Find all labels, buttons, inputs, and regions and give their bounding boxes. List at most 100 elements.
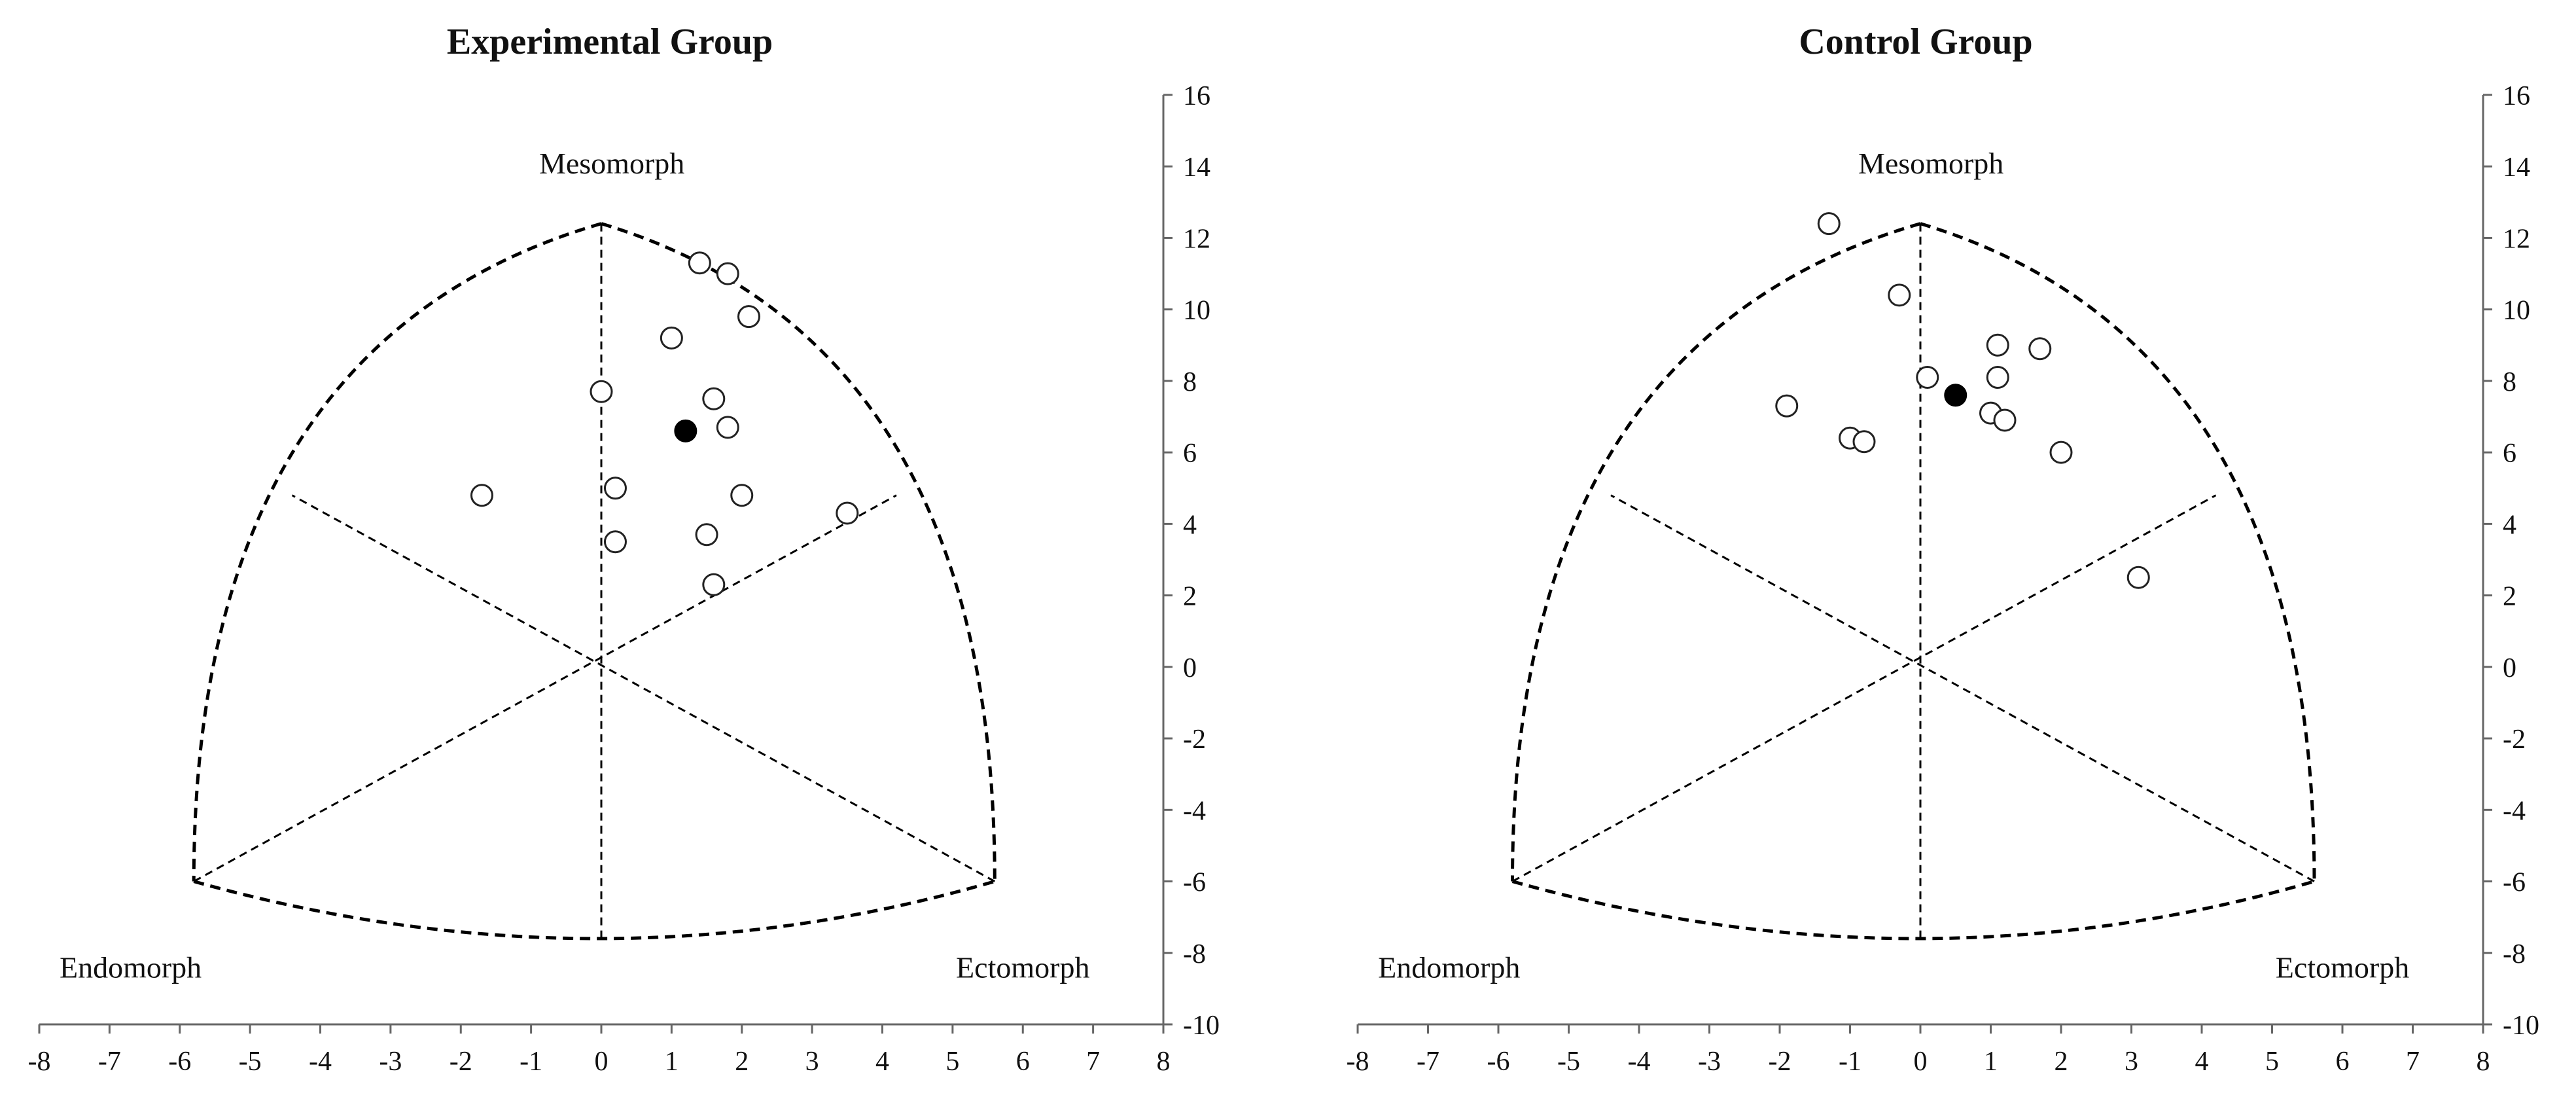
data-point — [603, 530, 627, 554]
x-tick-label: -8 — [28, 1047, 51, 1077]
x-tick-label: 6 — [2336, 1047, 2350, 1077]
y-tick-label: -6 — [1183, 868, 1206, 898]
x-tick-label: -6 — [1487, 1047, 1510, 1077]
x-tick-label: -5 — [1557, 1047, 1580, 1077]
y-tick-label: -6 — [2503, 868, 2526, 898]
data-point — [716, 416, 739, 439]
data-point — [1986, 365, 2009, 389]
data-point — [1852, 430, 1876, 454]
data-point — [2049, 441, 2073, 464]
x-tick-label: 1 — [1984, 1047, 1998, 1077]
somatochart-left-arc — [192, 222, 602, 882]
ecto-diagonal — [291, 494, 996, 882]
x-tick-label: 1 — [665, 1047, 679, 1077]
x-tick-label: -3 — [1698, 1047, 1721, 1077]
x-tick-label: -6 — [168, 1047, 191, 1077]
somatochart-bottom-arc — [193, 880, 995, 941]
y-tick-label: 16 — [1183, 81, 1210, 111]
data-point — [688, 251, 711, 275]
y-tick-label: 8 — [1183, 367, 1197, 397]
somatochart-left-arc — [1511, 222, 1921, 882]
data-point — [2126, 566, 2150, 589]
y-tick-label: 0 — [1183, 653, 1197, 683]
x-tick-label: -7 — [98, 1047, 121, 1077]
x-tick-label: 8 — [2477, 1047, 2490, 1077]
y-tick-label: 10 — [2503, 296, 2530, 326]
y-tick-label: 2 — [1183, 582, 1197, 612]
y-tick-label: 4 — [1183, 510, 1197, 540]
y-tick-label: -2 — [2503, 725, 2526, 755]
data-point — [590, 380, 613, 403]
y-tick-label: 12 — [2503, 224, 2530, 254]
y-tick-label: 10 — [1183, 296, 1210, 326]
data-point — [1775, 394, 1799, 418]
y-tick-label: 0 — [2503, 653, 2516, 683]
control-group-chart: Control Group-8 -7 -6 -5 -4 -3 -2 -1 0 1 2 3 4 5 6 7 8-1… — [1347, 22, 2540, 1077]
y-tick-label: -8 — [1183, 939, 1206, 969]
y-tick-label: -10 — [2503, 1011, 2539, 1041]
endomorph-label: Endomorph — [60, 951, 202, 984]
experimental-group-chart: Experimental Group-8 -7 -6 -5 -4 -3 -2 -1 0 1 2 3 4 5… — [28, 22, 1220, 1077]
somatochart-right-arc — [1920, 222, 2316, 882]
data-point — [1993, 408, 2017, 432]
y-tick-label: -4 — [2503, 796, 2526, 826]
y-tick-label: -4 — [1183, 796, 1206, 826]
x-tick-label: 6 — [1016, 1047, 1030, 1077]
mesomorph-label: Mesomorph — [1858, 147, 2003, 180]
x-tick-label: 8 — [1157, 1047, 1171, 1077]
data-point — [1817, 212, 1841, 236]
endomorph-label: Endomorph — [1378, 951, 1520, 984]
x-tick-label: -8 — [1347, 1047, 1369, 1077]
y-tick-label: 4 — [2503, 510, 2516, 540]
x-tick-label: -1 — [1839, 1047, 1861, 1077]
x-tick-label: 0 — [595, 1047, 609, 1077]
endo-diagonal — [1511, 494, 2217, 882]
y-tick-label: 2 — [2503, 582, 2516, 612]
data-point — [470, 484, 493, 507]
ectomorph-label: Ectomorph — [2276, 951, 2409, 984]
data-point — [737, 305, 760, 329]
data-point — [836, 501, 859, 525]
ecto-diagonal — [1610, 494, 2315, 882]
data-point — [702, 573, 726, 596]
data-point — [730, 484, 754, 507]
y-tick-label: 14 — [2503, 153, 2530, 183]
data-point — [1986, 333, 2009, 357]
somatochart-bottom-arc — [1511, 880, 2315, 941]
chart-title: Control Group — [1799, 22, 2032, 62]
x-tick-label: 5 — [2265, 1047, 2279, 1077]
data-point — [1916, 365, 1939, 389]
x-tick-label: -1 — [520, 1047, 542, 1077]
x-tick-label: 2 — [2055, 1047, 2068, 1077]
x-tick-label: -7 — [1417, 1047, 1439, 1077]
ectomorph-label: Ectomorph — [956, 951, 1089, 984]
x-tick-label: 3 — [2125, 1047, 2138, 1077]
mean-point — [1944, 384, 1967, 407]
x-tick-label: 7 — [1086, 1047, 1100, 1077]
y-tick-label: -10 — [1183, 1011, 1220, 1041]
x-tick-label: -4 — [1628, 1047, 1651, 1077]
x-tick-label: -5 — [239, 1047, 262, 1077]
mesomorph-label: Mesomorph — [539, 147, 684, 180]
data-point — [1888, 283, 1911, 307]
y-tick-label: 6 — [2503, 439, 2516, 469]
x-tick-label: -3 — [379, 1047, 402, 1077]
endo-diagonal — [193, 494, 897, 882]
chart-title: Experimental Group — [447, 22, 773, 62]
x-tick-label: 4 — [2195, 1047, 2209, 1077]
y-tick-label: -8 — [2503, 939, 2526, 969]
x-tick-label: -2 — [1769, 1047, 1791, 1077]
data-point — [660, 326, 683, 350]
data-point — [2028, 337, 2052, 361]
y-tick-label: 6 — [1183, 439, 1197, 469]
y-tick-label: 12 — [1183, 224, 1210, 254]
x-tick-label: 3 — [805, 1047, 819, 1077]
x-tick-label: 7 — [2406, 1047, 2420, 1077]
x-tick-label: -4 — [309, 1047, 332, 1077]
y-tick-label: 8 — [2503, 367, 2516, 397]
y-tick-label: 16 — [2503, 81, 2530, 111]
data-point — [702, 387, 726, 410]
x-tick-label: 5 — [945, 1047, 959, 1077]
somatochart-right-arc — [601, 222, 997, 882]
